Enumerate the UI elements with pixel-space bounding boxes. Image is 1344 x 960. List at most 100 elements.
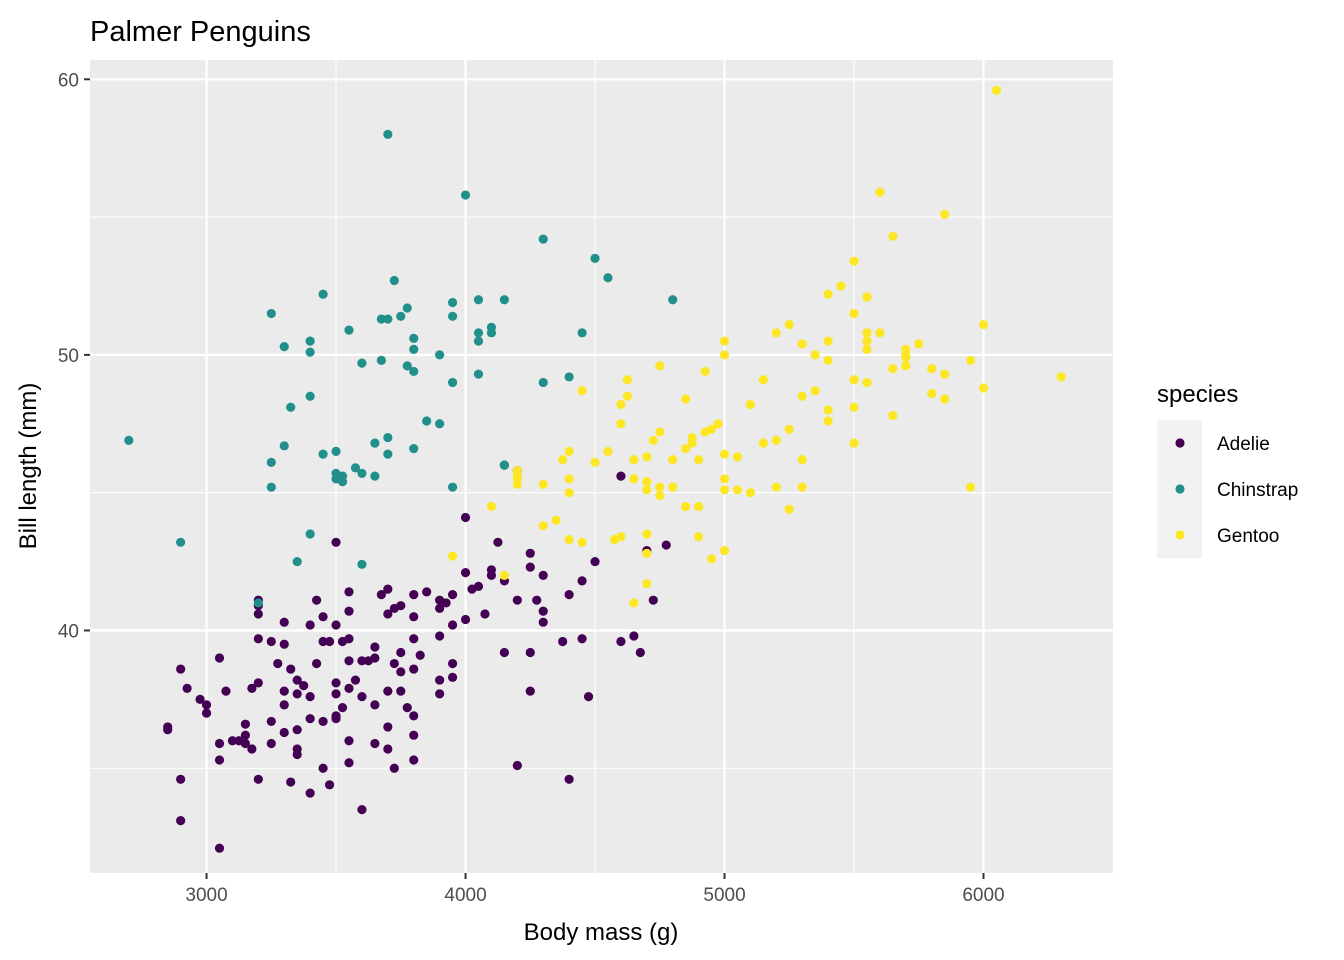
adelie-point bbox=[279, 727, 289, 738]
gentoo-point bbox=[629, 455, 639, 465]
gentoo-point bbox=[629, 474, 639, 484]
adelie-point bbox=[389, 763, 399, 773]
adelie-point bbox=[370, 653, 380, 663]
adelie-point bbox=[344, 758, 354, 768]
gentoo-point bbox=[512, 471, 522, 481]
adelie-point bbox=[221, 686, 231, 696]
adelie-point bbox=[616, 471, 626, 481]
gentoo-point bbox=[888, 410, 898, 421]
chinstrap-point bbox=[357, 559, 367, 569]
gentoo-point bbox=[965, 355, 976, 365]
adelie-point bbox=[247, 744, 257, 754]
adelie-point bbox=[635, 647, 645, 658]
adelie-point bbox=[318, 636, 328, 647]
adelie-point bbox=[214, 843, 225, 853]
minor-gridlines bbox=[90, 60, 1113, 873]
y-axis: 40 50 60 bbox=[58, 70, 90, 642]
adelie-point bbox=[337, 703, 348, 713]
x-tick-label: 3000 bbox=[185, 885, 227, 906]
chinstrap-point bbox=[318, 289, 328, 299]
adelie-point bbox=[344, 736, 354, 746]
adelie-point bbox=[499, 647, 509, 658]
adelie-point bbox=[299, 680, 309, 691]
adelie-point bbox=[214, 653, 225, 663]
adelie-point bbox=[247, 683, 257, 693]
adelie-point bbox=[435, 675, 445, 685]
adelie-point bbox=[253, 634, 263, 644]
adelie-point bbox=[292, 725, 302, 735]
adelie-point bbox=[383, 584, 393, 594]
adelie-point bbox=[253, 678, 263, 688]
gentoo-point bbox=[862, 336, 872, 346]
adelie-point bbox=[279, 639, 289, 649]
gentoo-point bbox=[991, 85, 1002, 95]
adelie-point bbox=[331, 620, 341, 630]
gentoo-point bbox=[622, 375, 632, 385]
adelie-point bbox=[318, 716, 328, 727]
adelie-point bbox=[305, 714, 315, 724]
gentoo-point bbox=[784, 504, 794, 514]
gentoo-point bbox=[447, 551, 458, 561]
gentoo-point bbox=[577, 537, 587, 547]
gentoo-point bbox=[616, 532, 626, 542]
chinstrap-point bbox=[383, 129, 393, 140]
legend: species Adelie Chinstrap Gentoo bbox=[1157, 381, 1298, 558]
adelie-point bbox=[564, 590, 574, 600]
chinstrap-point bbox=[473, 369, 484, 379]
chinstrap-point bbox=[253, 598, 263, 608]
legend-title: species bbox=[1157, 381, 1238, 408]
adelie-point bbox=[266, 636, 276, 647]
y-tick-label: 50 bbox=[58, 346, 79, 367]
chinstrap-point bbox=[357, 358, 367, 368]
gentoo-point bbox=[616, 399, 626, 410]
chinstrap-point bbox=[422, 416, 432, 426]
adelie-point bbox=[460, 512, 471, 523]
adelie-point bbox=[240, 738, 250, 749]
gentoo-point bbox=[642, 485, 652, 495]
adelie-point bbox=[195, 694, 205, 704]
gentoo-point bbox=[823, 405, 833, 415]
adelie-point bbox=[324, 780, 335, 790]
y-axis-title: Bill length (mm) bbox=[15, 383, 42, 550]
adelie-point bbox=[344, 606, 354, 616]
gentoo-point bbox=[655, 490, 665, 501]
gentoo-point bbox=[862, 344, 872, 354]
adelie-point bbox=[214, 738, 225, 749]
gentoo-point bbox=[797, 339, 807, 349]
adelie-point bbox=[409, 730, 419, 740]
adelie-point bbox=[415, 650, 425, 660]
adelie-point bbox=[176, 774, 186, 784]
gentoo-point bbox=[719, 449, 730, 459]
chinstrap-point bbox=[350, 463, 361, 473]
adelie-point bbox=[370, 738, 380, 749]
gentoo-point bbox=[642, 579, 652, 589]
adelie-point bbox=[402, 703, 412, 713]
adelie-point bbox=[240, 730, 250, 740]
gentoo-point bbox=[875, 187, 885, 197]
adelie-point bbox=[357, 656, 367, 666]
adelie-point bbox=[383, 744, 393, 754]
gentoo-point bbox=[577, 386, 587, 396]
chinstrap-point bbox=[305, 391, 315, 401]
gentoo-point bbox=[719, 336, 730, 346]
chinstrap-point bbox=[499, 295, 509, 305]
chinstrap-point bbox=[376, 355, 386, 365]
legend-key-adelie bbox=[1175, 438, 1185, 448]
adelie-point bbox=[435, 603, 445, 614]
adelie-point bbox=[577, 576, 587, 586]
adelie-point bbox=[661, 540, 671, 550]
gentoo-point bbox=[642, 548, 652, 558]
adelie-point bbox=[357, 692, 367, 702]
adelie-point bbox=[344, 587, 354, 597]
gentoo-point bbox=[862, 292, 872, 302]
adelie-point bbox=[435, 631, 445, 641]
chinstrap-point bbox=[286, 402, 296, 412]
data-points bbox=[124, 85, 1066, 853]
gentoo-point bbox=[713, 419, 723, 429]
adelie-point bbox=[525, 548, 535, 558]
chinstrap-point bbox=[499, 460, 509, 470]
adelie-point bbox=[344, 634, 354, 644]
adelie-point bbox=[163, 725, 173, 735]
chinstrap-point bbox=[538, 377, 548, 388]
gentoo-point bbox=[551, 515, 561, 525]
